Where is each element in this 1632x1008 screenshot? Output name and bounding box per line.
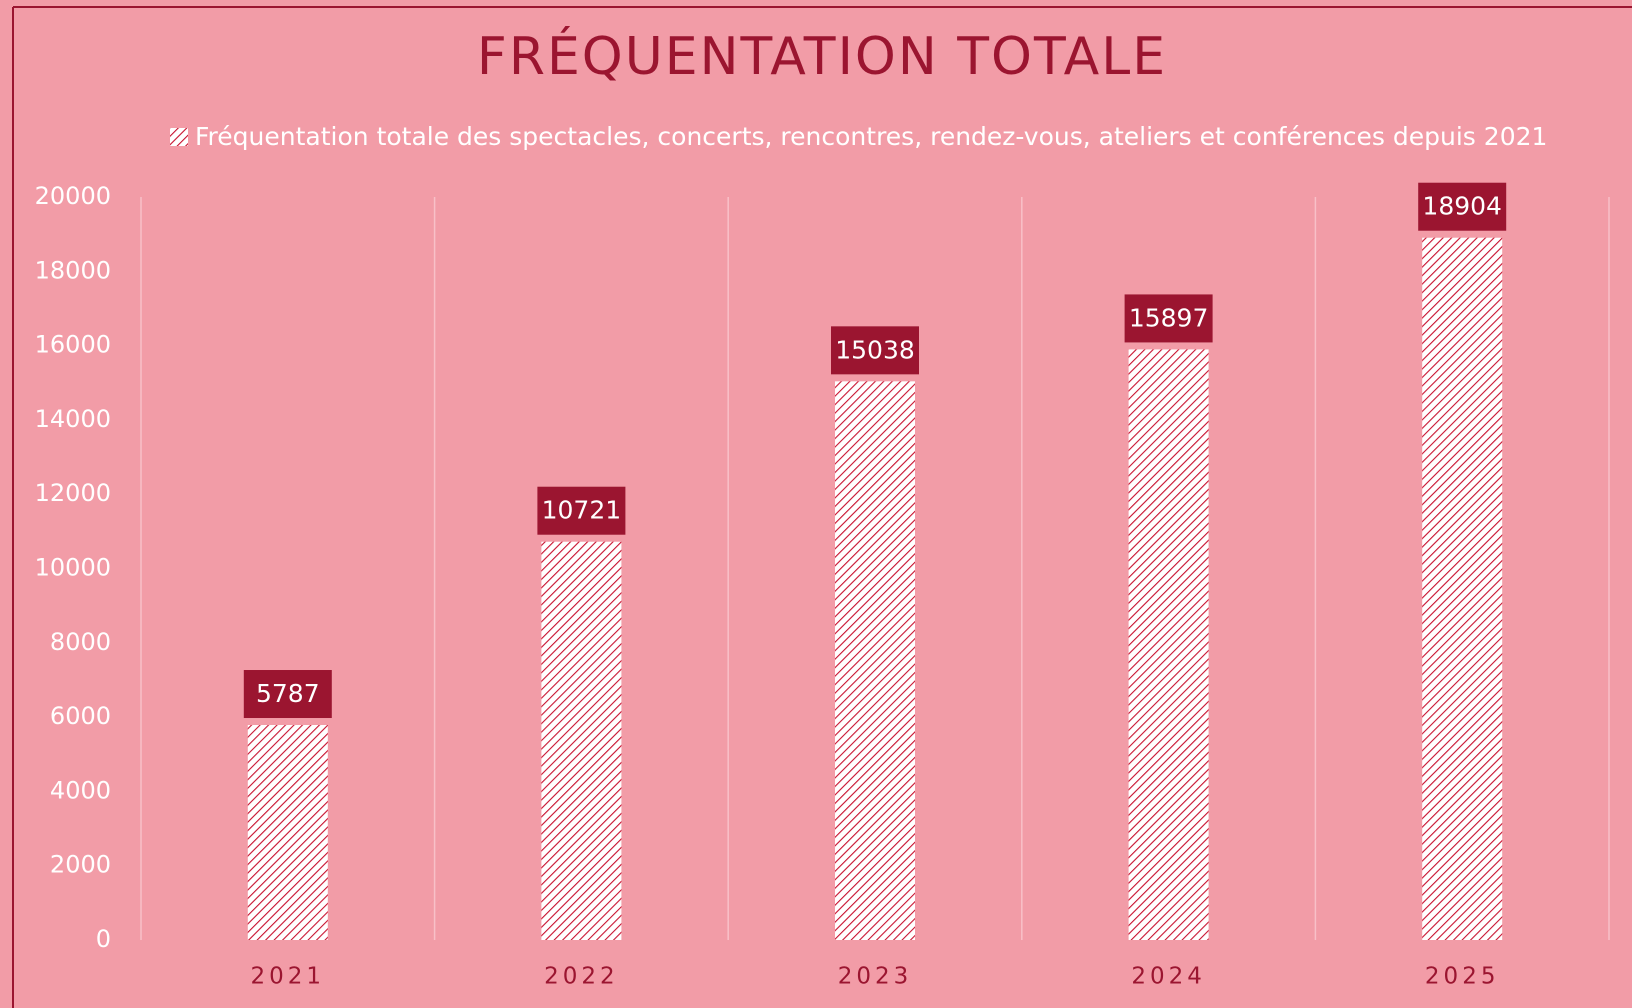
value-label-box bbox=[831, 326, 919, 375]
y-tick-label: 14000 bbox=[35, 405, 111, 433]
bar bbox=[1128, 349, 1209, 940]
y-tick-label: 10000 bbox=[35, 554, 111, 582]
value-label: 18904 bbox=[1422, 192, 1502, 221]
y-tick-label: 12000 bbox=[35, 479, 111, 507]
legend-label: Fréquentation totale des spectacles, con… bbox=[195, 122, 1547, 151]
bar bbox=[835, 381, 915, 941]
value-label-box bbox=[243, 670, 332, 719]
legend-swatch bbox=[170, 128, 188, 146]
y-tick-label: 18000 bbox=[35, 256, 111, 284]
value-label: 15038 bbox=[835, 335, 915, 364]
value-label-box bbox=[1124, 294, 1213, 343]
y-tick-label: 16000 bbox=[35, 331, 111, 359]
value-label: 5787 bbox=[256, 679, 320, 708]
y-tick-label: 2000 bbox=[50, 851, 111, 879]
chart-title: FRÉQUENTATION TOTALE bbox=[477, 26, 1167, 87]
y-tick-label: 4000 bbox=[50, 776, 111, 804]
x-tick-label: 2024 bbox=[1131, 964, 1206, 990]
x-tick-label: 2023 bbox=[838, 964, 913, 990]
bar bbox=[1422, 237, 1503, 940]
y-tick-label: 6000 bbox=[50, 702, 111, 730]
bar bbox=[541, 541, 622, 940]
x-tick-label: 2025 bbox=[1425, 964, 1500, 990]
y-tick-label: 8000 bbox=[50, 628, 111, 656]
bar bbox=[247, 725, 328, 940]
y-tick-label: 20000 bbox=[35, 182, 111, 210]
x-tick-label: 2021 bbox=[251, 964, 326, 990]
value-label-box bbox=[1418, 182, 1507, 231]
y-tick-label: 0 bbox=[96, 925, 111, 953]
value-label-box bbox=[537, 486, 626, 535]
x-tick-label: 2022 bbox=[544, 964, 619, 990]
value-label: 15897 bbox=[1129, 303, 1209, 332]
value-label: 10721 bbox=[542, 496, 622, 525]
